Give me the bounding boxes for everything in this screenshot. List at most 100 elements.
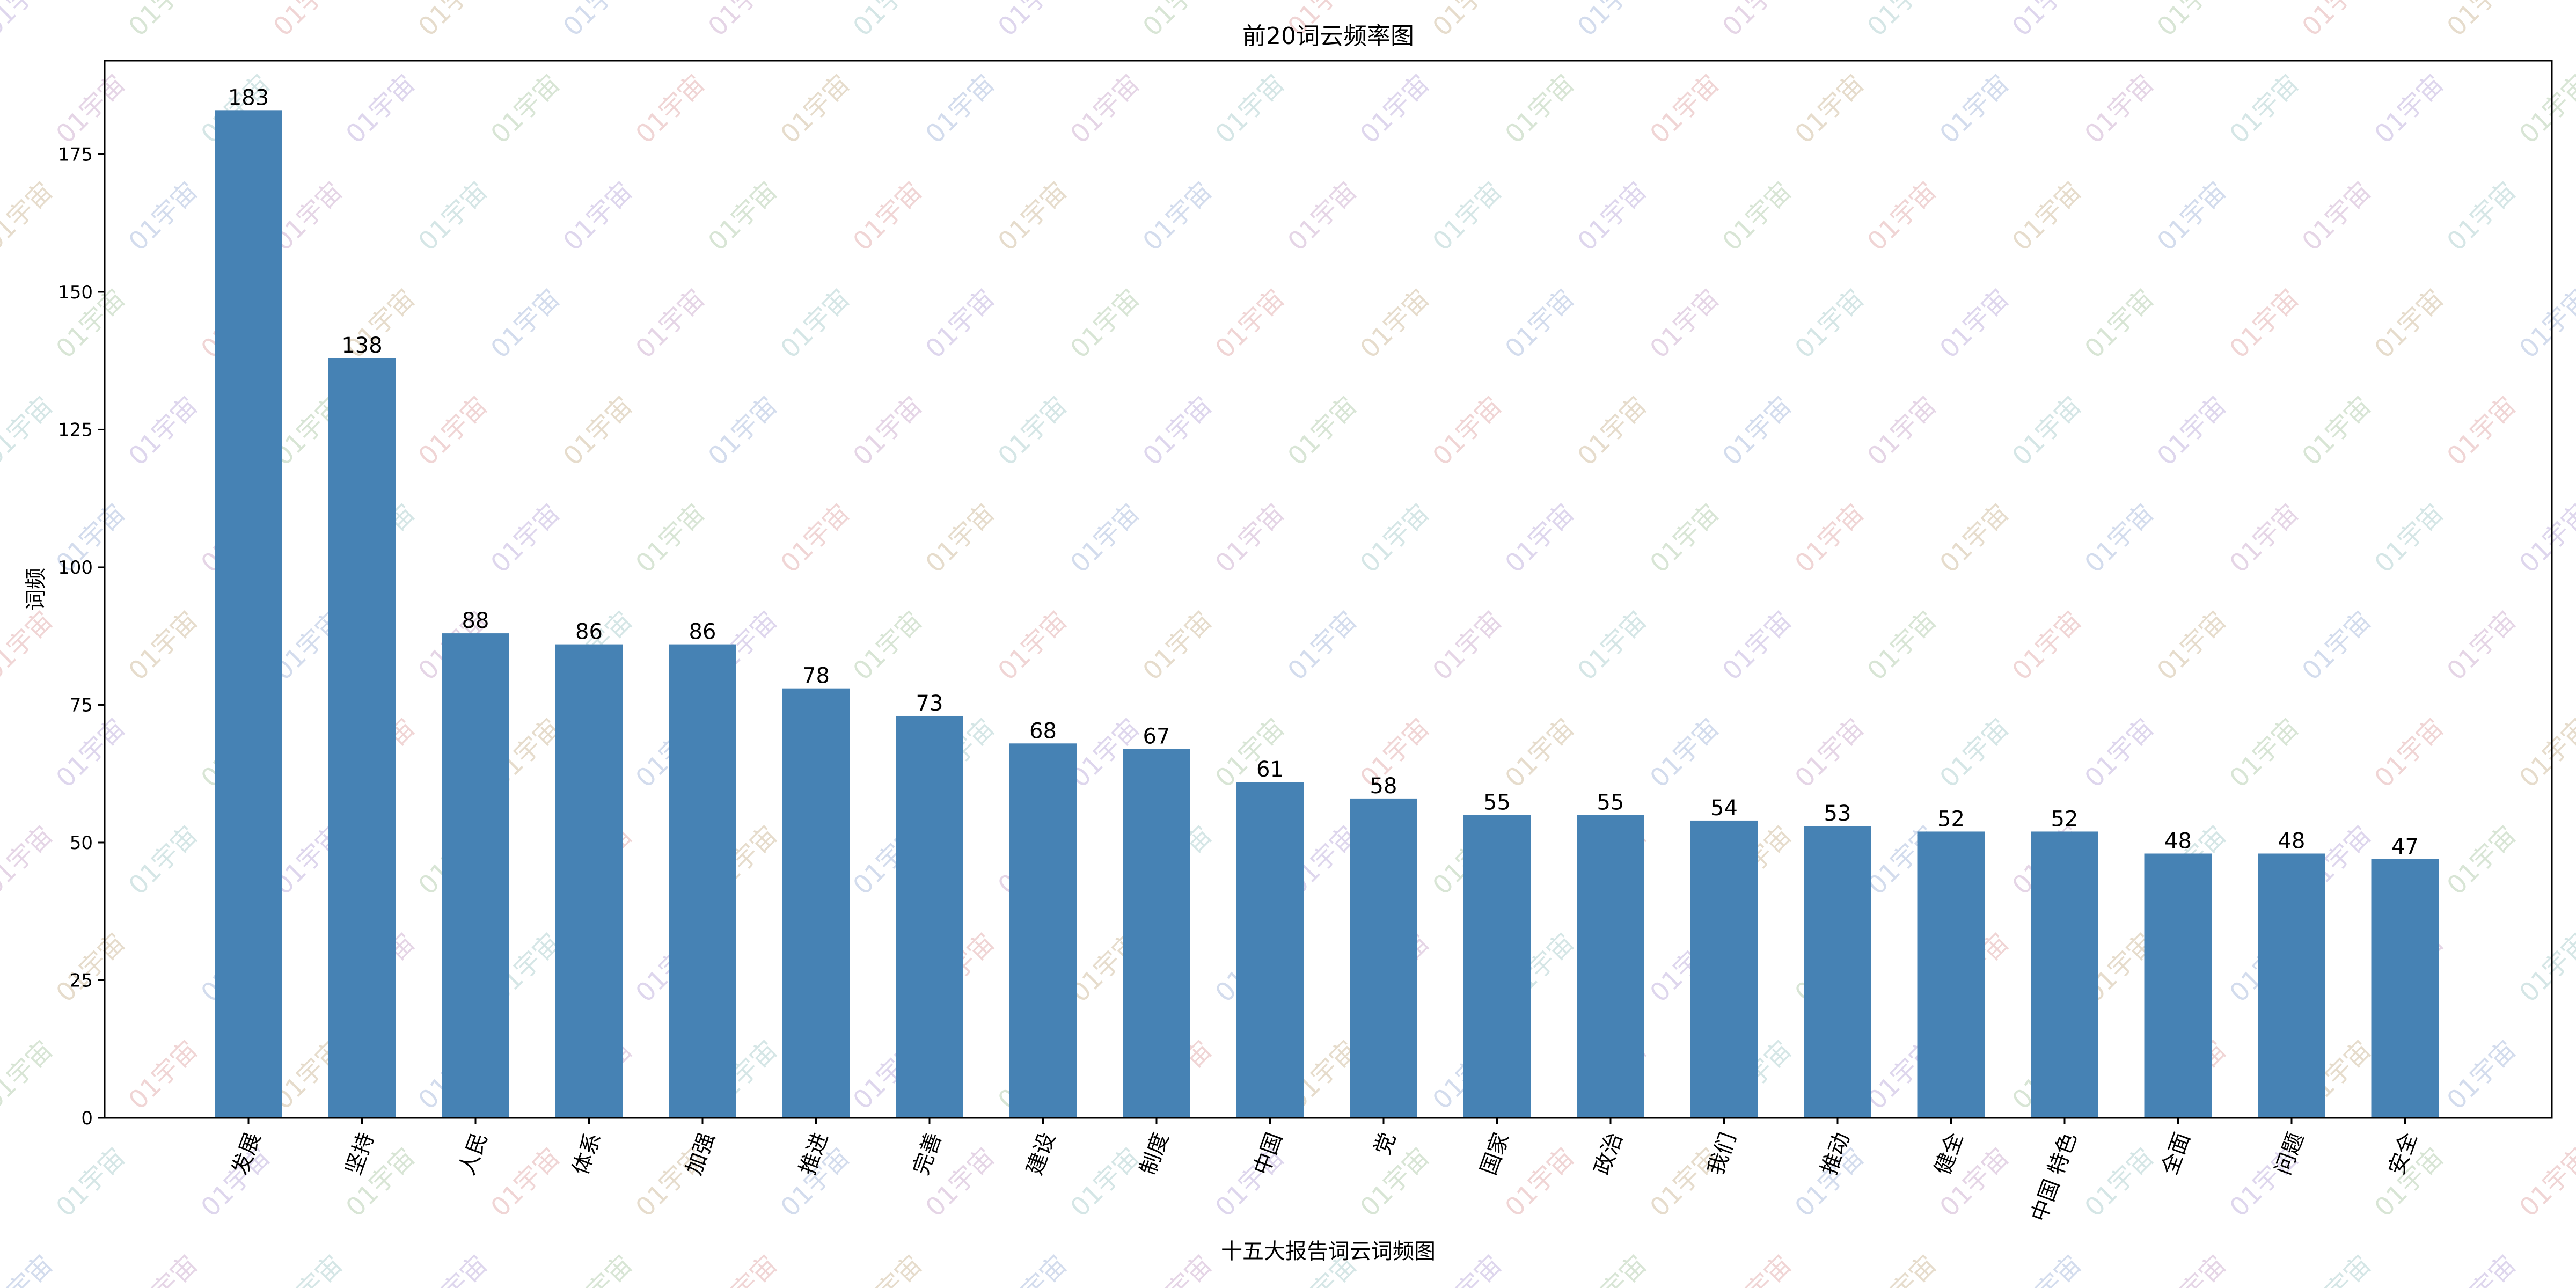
watermark-text: 01宇宙 [1717, 1249, 1798, 1288]
watermark-text: 01宇宙 [2151, 0, 2233, 42]
watermark-text: 01宇宙 [2296, 391, 2377, 472]
watermark-text: 01宇宙 [2151, 605, 2233, 686]
bar-value-label: 58 [1370, 774, 1397, 799]
watermark-text: 01宇宙 [2007, 176, 2088, 257]
watermark-text: 01宇宙 [2224, 283, 2305, 364]
x-tick-label: 建设 [1022, 1129, 1060, 1178]
watermark-text: 01宇宙 [1934, 283, 2015, 364]
bar-value-label: 61 [1256, 757, 1284, 782]
bar [1123, 749, 1190, 1118]
watermark-text: 01宇宙 [2007, 0, 2088, 42]
watermark-text: 01宇宙 [2514, 498, 2576, 579]
watermark-text: 01宇宙 [1282, 605, 1363, 686]
watermark-text: 01宇宙 [920, 283, 1001, 364]
watermark-text: 01宇宙 [1572, 391, 1653, 472]
watermark-text: 01宇宙 [1137, 1249, 1218, 1288]
watermark-text: 01宇宙 [1427, 391, 1508, 472]
bar-value-labels: 183 138 88 86 86 78 73 68 67 61 58 55 55 54 53 52 52 48 48… [228, 85, 2419, 859]
bar [328, 358, 396, 1118]
bars-layer [215, 110, 2439, 1118]
watermark-text: 01宇宙 [0, 1035, 59, 1116]
watermark-text: 01宇宙 [485, 498, 566, 579]
bar [1577, 815, 1644, 1118]
watermark-text: 01宇宙 [2369, 498, 2450, 579]
bar-value-label: 183 [228, 85, 269, 110]
watermark-text: 01宇宙 [1499, 713, 1580, 794]
x-tick-label: 问题 [2271, 1129, 2309, 1178]
watermark-text: 01宇宙 [2441, 391, 2522, 472]
watermark-text: 01宇宙 [2441, 1249, 2522, 1288]
watermark-text: 01宇宙 [2224, 713, 2305, 794]
x-tick-label: 健全 [1930, 1129, 1968, 1178]
watermark-text: 01宇宙 [2441, 0, 2522, 42]
bar-value-label: 78 [802, 664, 830, 689]
y-axis-title: 词频 [24, 568, 48, 611]
watermark-text: 01宇宙 [992, 605, 1073, 686]
watermark-text: 01宇宙 [1499, 69, 1580, 150]
bar-value-label: 68 [1029, 719, 1057, 743]
watermark-text: 01宇宙 [1934, 498, 2015, 579]
x-tick-label: 制度 [1136, 1129, 1174, 1178]
watermark-text: 01宇宙 [485, 283, 566, 364]
watermark-text: 01宇宙 [0, 820, 59, 901]
watermark-text: 01宇宙 [1862, 0, 1943, 42]
watermark-text: 01宇宙 [992, 0, 1073, 42]
watermark-text: 01宇宙 [2369, 69, 2450, 150]
watermark-text: 01宇宙 [2514, 713, 2576, 794]
watermark-text: 01宇宙 [2079, 283, 2160, 364]
watermark-text: 01宇宙 [123, 1035, 204, 1116]
watermark-text: 01宇宙 [702, 1249, 784, 1288]
watermark-text: 01宇宙 [847, 391, 928, 472]
bar [1917, 831, 1985, 1118]
watermark-text: 01宇宙 [2079, 713, 2160, 794]
x-tick-label: 中国 特色 [2026, 1129, 2081, 1225]
y-tick-label: 50 [70, 832, 93, 854]
watermark-text: 01宇宙 [1789, 713, 1870, 794]
watermark-text: 01宇宙 [2441, 605, 2522, 686]
bar-value-label: 53 [1824, 801, 1851, 826]
watermark-text: 01宇宙 [1862, 605, 1943, 686]
watermark-text: 01宇宙 [1355, 283, 1436, 364]
watermark-text: 01宇宙 [702, 0, 784, 42]
watermark-text: 01宇宙 [1717, 0, 1798, 42]
watermark-text: 01宇宙 [1065, 283, 1146, 364]
watermark-text: 01宇宙 [2007, 1249, 2088, 1288]
watermark-text: 01宇宙 [2007, 391, 2088, 472]
watermark-text: 01宇宙 [1282, 176, 1363, 257]
bar [669, 644, 736, 1118]
watermark-text: 01宇宙 [630, 69, 711, 150]
bar [1350, 798, 1417, 1118]
watermark-text: 01宇宙 [123, 1249, 204, 1288]
watermark-text: 01宇宙 [0, 391, 59, 472]
watermark-text: 01宇宙 [2151, 176, 2233, 257]
x-tick-label: 国家 [1476, 1129, 1514, 1178]
bar [2144, 853, 2212, 1118]
watermark-text: 01宇宙 [1862, 1249, 1943, 1288]
watermark-text: 01宇宙 [123, 605, 204, 686]
x-tick-label: 全面 [2157, 1129, 2196, 1178]
y-tick-label: 125 [58, 419, 93, 441]
bar [896, 715, 963, 1118]
watermark-text: 01宇宙 [702, 391, 784, 472]
bar-value-label: 73 [916, 691, 943, 716]
watermark-text: 01宇宙 [992, 1249, 1073, 1288]
watermark-text: 01宇宙 [2441, 820, 2522, 901]
watermark-text: 01宇宙 [2224, 498, 2305, 579]
watermark-text: 01宇宙 [1717, 605, 1798, 686]
x-tick-label: 人民 [455, 1129, 493, 1178]
y-tick-label: 150 [58, 282, 93, 303]
watermark-text: 01宇宙 [847, 176, 928, 257]
watermark-text: 01宇宙 [992, 176, 1073, 257]
watermark-text: 01宇宙 [1065, 69, 1146, 150]
watermark-text: 01宇宙 [1934, 69, 2015, 150]
watermark-text: 01宇宙 [1862, 391, 1943, 472]
watermark-text: 01宇宙 [1427, 0, 1508, 42]
bar [2371, 859, 2439, 1118]
watermark-text: 01宇宙 [2514, 927, 2576, 1008]
watermark-text: 01宇宙 [2514, 1142, 2576, 1223]
watermark-text: 01宇宙 [2514, 69, 2576, 150]
watermark-text: 01宇宙 [1210, 498, 1291, 579]
watermark-text: 01宇宙 [1644, 69, 1725, 150]
watermark-text: 01宇宙 [1644, 498, 1725, 579]
y-tick-label: 175 [58, 144, 93, 165]
